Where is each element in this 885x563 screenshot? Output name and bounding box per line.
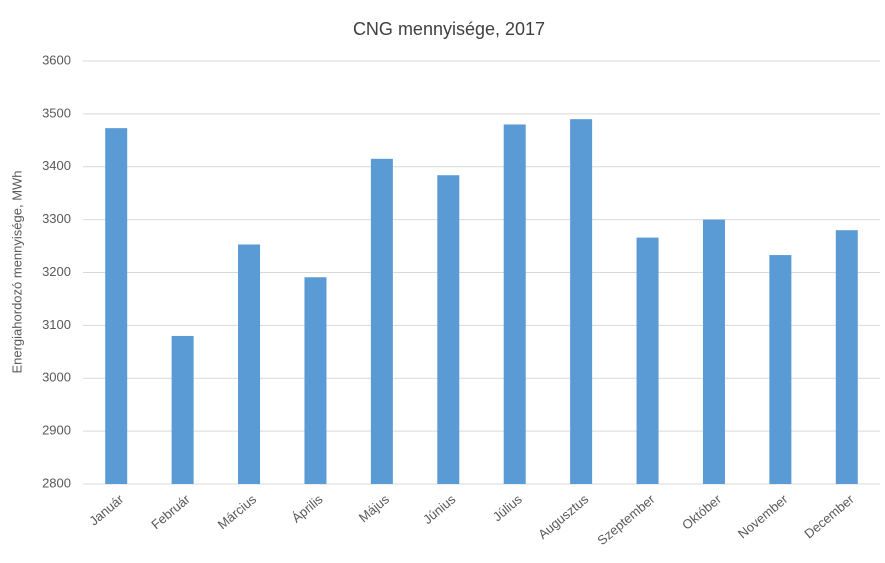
x-tick-label: Február — [148, 491, 193, 532]
y-axis-label: Energiahordozó mennyisége, MWh — [9, 170, 24, 373]
y-tick-label: 3500 — [42, 105, 71, 120]
y-tick-label: 3400 — [42, 158, 71, 173]
y-tick-label: 3100 — [42, 317, 71, 332]
x-tick-label: Augusztus — [535, 491, 592, 542]
bar — [503, 124, 526, 484]
x-tick-label: Július — [490, 491, 525, 524]
x-tick-label: November — [735, 491, 791, 541]
bar — [370, 158, 393, 484]
y-tick-label: 3300 — [42, 211, 71, 226]
bar — [238, 244, 261, 484]
x-tick-label: December — [801, 491, 857, 541]
bar — [570, 119, 593, 484]
bar — [702, 219, 725, 484]
chart-title: CNG mennyisége, 2017 — [353, 19, 545, 39]
bar — [105, 128, 128, 484]
bar — [171, 335, 194, 484]
y-tick-label: 3000 — [42, 370, 71, 385]
bar — [437, 175, 460, 484]
x-tick-label: Szeptember — [594, 491, 658, 548]
x-tick-label: Január — [86, 491, 127, 528]
y-tick-label: 2900 — [42, 423, 71, 438]
bar — [636, 237, 659, 484]
y-tick-label: 3200 — [42, 264, 71, 279]
y-tick-label: 3600 — [42, 52, 71, 67]
x-tick-label: Március — [215, 491, 260, 532]
bar — [769, 255, 792, 484]
x-tick-label: Október — [679, 491, 725, 533]
x-tick-label: Június — [420, 491, 459, 527]
x-tick-label: Május — [356, 491, 393, 525]
bar — [304, 277, 327, 484]
y-tick-label: 2800 — [42, 475, 71, 490]
bar — [835, 230, 858, 484]
x-tick-label: Április — [289, 491, 326, 526]
